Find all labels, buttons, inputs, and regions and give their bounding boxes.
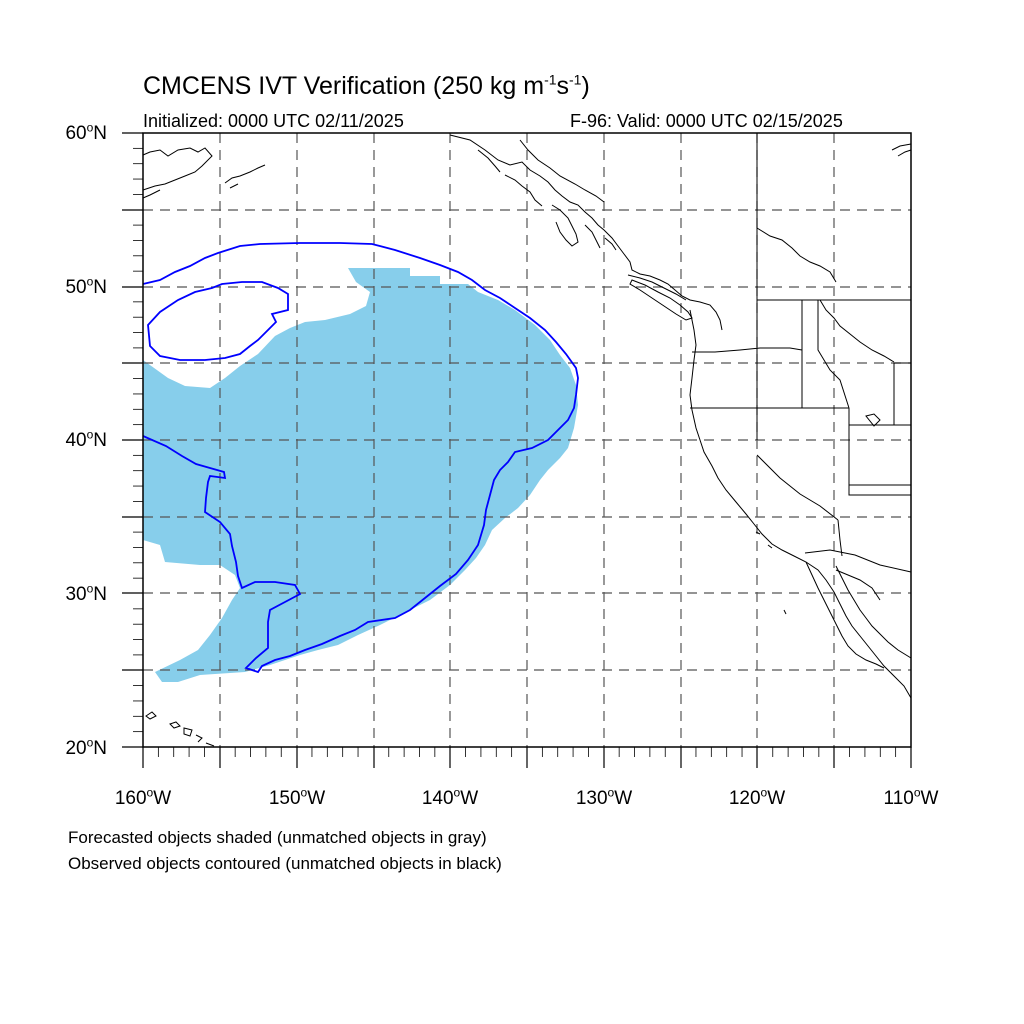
observed-contours bbox=[142, 242, 579, 674]
lat-label-40: 40oN bbox=[65, 427, 107, 451]
lon-label-130: 130oW bbox=[575, 785, 633, 809]
initialized-time: Initialized: 0000 UTC 02/11/2025 bbox=[143, 111, 404, 131]
lat-label-30: 30oN bbox=[65, 581, 107, 605]
lon-label-110: 110oW bbox=[883, 785, 939, 809]
observed-object-north bbox=[147, 281, 289, 361]
lon-label-160: 160oW bbox=[114, 785, 172, 809]
legend-forecast-note: Forecasted objects shaded (unmatched obj… bbox=[68, 828, 487, 847]
lon-label-120: 120oW bbox=[728, 785, 786, 809]
lon-label-150: 150oW bbox=[268, 785, 326, 809]
valid-time: F-96: Valid: 0000 UTC 02/15/2025 bbox=[570, 111, 843, 131]
lon-label-140: 140oW bbox=[421, 785, 479, 809]
lat-label-60: 60oN bbox=[65, 120, 107, 144]
forecast-object bbox=[143, 268, 578, 682]
map-frame bbox=[122, 132, 912, 768]
gridlines bbox=[143, 133, 911, 747]
lat-label-20: 20oN bbox=[65, 735, 107, 759]
coastlines bbox=[142, 133, 912, 747]
map-title: CMCENS IVT Verification (250 kg m-1s-1) bbox=[143, 71, 590, 100]
lat-label-50: 50oN bbox=[65, 274, 107, 298]
legend-observed-note: Observed objects contoured (unmatched ob… bbox=[68, 854, 502, 873]
observed-object-main bbox=[142, 242, 579, 674]
